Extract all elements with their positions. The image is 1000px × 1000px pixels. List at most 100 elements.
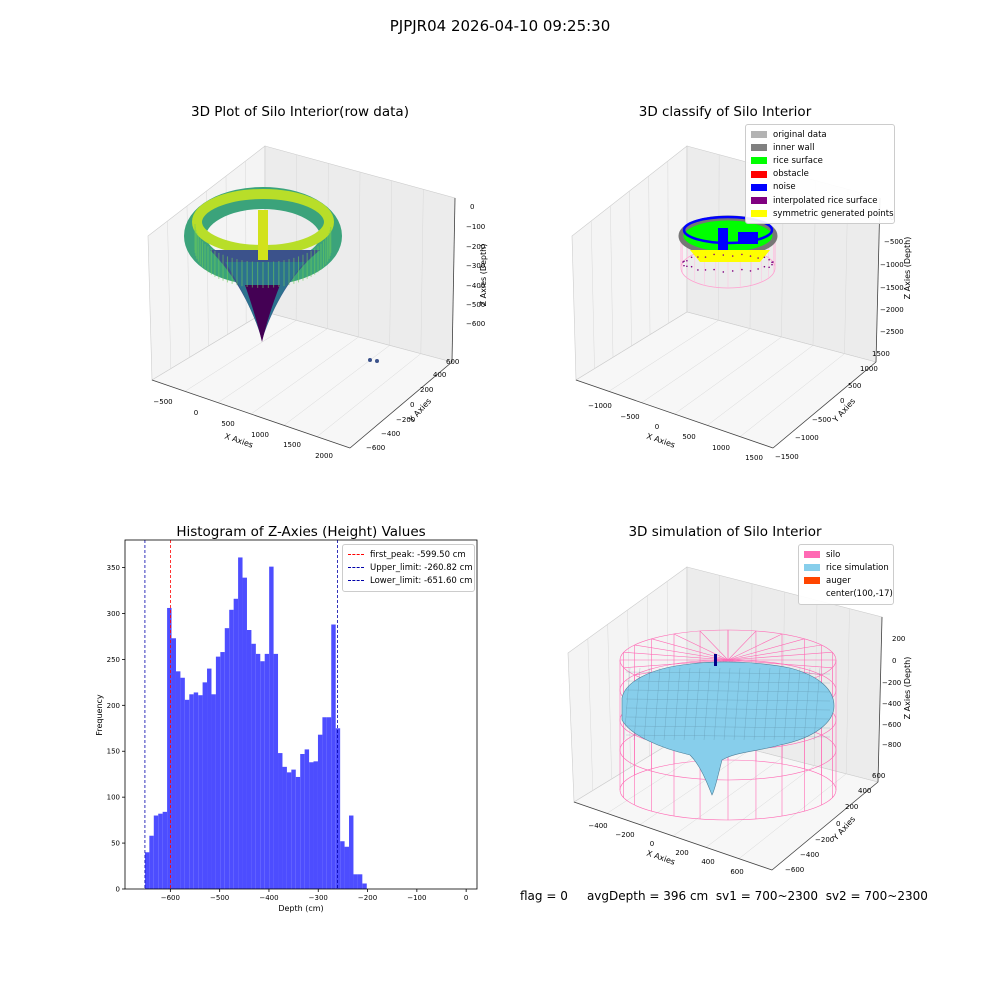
- p1-ytick: −200: [396, 416, 415, 424]
- histogram-bar: [149, 835, 154, 889]
- legend-label: auger: [826, 575, 851, 586]
- p2-xtick: 0: [655, 423, 659, 431]
- legend-item: symmetric generated points: [751, 207, 894, 220]
- legend-swatch: [751, 157, 767, 165]
- histogram-bar: [211, 694, 216, 889]
- legend-line: [348, 554, 364, 556]
- histogram-bar: [322, 717, 327, 889]
- histogram-bar: [335, 728, 341, 889]
- histogram-bar: [153, 815, 159, 889]
- y-tick-label: 0: [116, 886, 120, 894]
- panel4-rice-surface: [621, 661, 835, 796]
- p1-ztick: −600: [466, 320, 485, 328]
- panel2-point-cloud: [678, 215, 778, 289]
- histogram-bar: [198, 695, 203, 889]
- histogram-legend: first_peak: -599.50 cm Upper_limit: -260…: [342, 544, 475, 592]
- p2-xtick: −500: [620, 413, 639, 421]
- p1-zlabel: Z Axies (Depth): [479, 244, 488, 307]
- p1-ztick: 0: [470, 203, 474, 211]
- histogram-bar: [220, 652, 225, 889]
- panel2-legend: original data inner wall rice surface ob…: [745, 124, 895, 225]
- legend-label: noise: [773, 182, 796, 193]
- p4-ztick: −400: [882, 700, 901, 708]
- y-tick-label: 250: [107, 656, 120, 664]
- histogram-bar: [357, 874, 363, 889]
- x-tick-label: −600: [161, 894, 180, 902]
- panel2-x-ticks: −1000 −500 0 500 1000 1500: [588, 402, 763, 462]
- histogram-bar: [242, 577, 247, 889]
- p1-xtick: −500: [153, 398, 172, 406]
- p2-xtick: −1000: [588, 402, 612, 410]
- legend-item: original data: [751, 128, 889, 141]
- histogram-bar: [273, 653, 279, 889]
- legend-item: interpolated rice surface: [751, 194, 889, 207]
- panel2-y-ticks: −1500 −1000 −500 0 500 1000 1500: [775, 350, 890, 461]
- legend-swatch: [751, 183, 767, 191]
- legend-swatch: [804, 591, 820, 598]
- histogram-bar: [353, 874, 358, 889]
- p2-ztick: −2500: [880, 328, 904, 336]
- legend-item: silo: [804, 548, 888, 561]
- histogram-bar: [344, 846, 350, 889]
- legend-label: original data: [773, 129, 827, 140]
- legend-swatch: [804, 564, 820, 572]
- histogram-frame: [124, 539, 478, 890]
- histogram-bar: [362, 883, 367, 889]
- p4-ytick: −600: [785, 866, 804, 874]
- histogram-bar: [215, 656, 221, 889]
- p4-ztick: 200: [892, 635, 905, 643]
- histogram-bar: [331, 624, 336, 889]
- histogram-bar: [300, 753, 305, 889]
- p4-ztick: −800: [882, 741, 901, 749]
- legend-swatch: [751, 210, 767, 218]
- p4-ztick: 0: [892, 657, 896, 665]
- histogram-bar: [278, 753, 283, 889]
- p1-xtick: 500: [221, 420, 234, 428]
- p4-ytick: −400: [800, 851, 819, 859]
- p4-ytick: 400: [858, 787, 871, 795]
- histogram-bar: [171, 638, 176, 889]
- flag-text: flag = 0: [520, 889, 568, 903]
- histogram-bar: [180, 677, 185, 889]
- histogram-bar: [282, 766, 287, 889]
- histogram-bar: [286, 772, 292, 889]
- p4-xtick: 400: [701, 858, 714, 866]
- legend-item: obstacle: [751, 168, 889, 181]
- y-tick-label: 200: [107, 702, 120, 710]
- panel2-axes-box: [571, 145, 881, 449]
- p1-ztick: −200: [466, 243, 485, 251]
- p1-xtick: 1000: [251, 431, 269, 439]
- histogram-bar: [295, 776, 301, 889]
- panel1-point-cloud: [184, 187, 379, 363]
- p4-xtick: −200: [615, 831, 634, 839]
- p1-ytick: 0: [410, 401, 414, 409]
- histogram-bar: [202, 682, 208, 889]
- p2-xtick: 1000: [712, 444, 730, 452]
- p2-ztick: −2000: [880, 306, 904, 314]
- histogram-bar: [224, 628, 230, 889]
- histogram-y-ticks: 0 50 100 150 200 250 300 350: [107, 564, 125, 894]
- legend-label: Lower_limit: -651.60 cm: [370, 575, 473, 586]
- histogram-bar: [193, 692, 199, 889]
- p4-ytick: 600: [872, 772, 885, 780]
- histogram-bar: [313, 761, 318, 889]
- y-tick-label: 100: [107, 794, 120, 802]
- histogram-bar: [326, 717, 332, 889]
- legend-item: inner wall: [751, 141, 889, 154]
- p2-xlabel: X Axies: [645, 432, 676, 450]
- legend-label: first_peak: -599.50 cm: [370, 549, 466, 560]
- histogram-bar: [158, 813, 163, 889]
- panel2-3d-plot: −1000 −500 0 500 1000 1500 X Axies −1500…: [571, 145, 912, 462]
- p4-xtick: 0: [650, 840, 654, 848]
- p1-ztick: −500: [466, 301, 485, 309]
- panel1-axes-box: [147, 145, 456, 449]
- x-tick-label: −100: [407, 894, 426, 902]
- panel4-auger: [714, 654, 717, 666]
- panel4-x-ticks: −400 −200 0 200 400 600: [588, 822, 743, 876]
- p1-xtick: 2000: [315, 452, 333, 460]
- panel1-title: 3D Plot of Silo Interior(row data): [191, 104, 409, 120]
- histogram-bar: [167, 607, 172, 889]
- p1-xlabel: X Axies: [223, 432, 254, 450]
- legend-label: center(100,-17): [826, 589, 893, 600]
- histogram-bar: [246, 630, 252, 889]
